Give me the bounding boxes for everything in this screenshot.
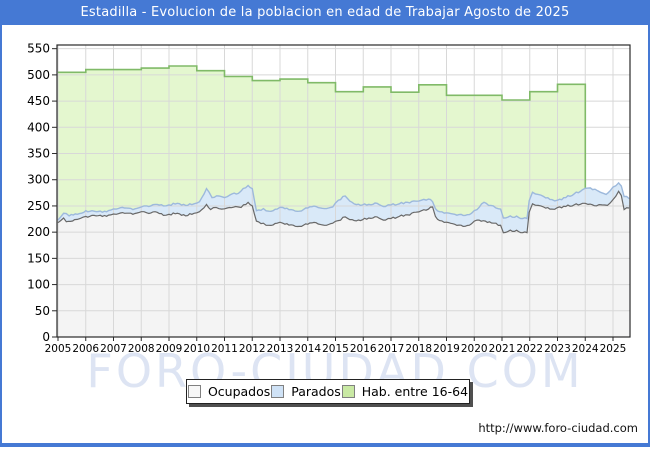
legend-label: Parados xyxy=(291,384,341,399)
svg-text:2017: 2017 xyxy=(378,343,405,355)
y-axis-labels: 0 50 100 150 200 250 300 350 400 450 500 550 xyxy=(27,42,50,344)
gridlines xyxy=(57,45,630,337)
x-axis-labels: 2005 2006 2007 2008 2009 2010 2011 2012 2013 2014… xyxy=(45,343,627,355)
svg-text:2005: 2005 xyxy=(45,343,72,355)
legend-label: Hab. entre 16-64 xyxy=(361,384,469,399)
svg-text:0: 0 xyxy=(42,330,50,344)
axis-ticks xyxy=(52,48,614,341)
title-bar: Estadilla - Evolucion de la poblacion en… xyxy=(0,0,650,25)
series-ocupados-area xyxy=(58,191,630,337)
hab-swatch-icon xyxy=(341,385,355,398)
chart-legend: Ocupados Parados Hab. entre 16-64 xyxy=(186,379,470,404)
legend-label: Ocupados xyxy=(207,384,271,399)
svg-text:550: 550 xyxy=(27,42,50,56)
plot-frame xyxy=(56,44,631,338)
svg-text:2022: 2022 xyxy=(516,343,543,355)
website-link[interactable]: http://www.foro-ciudad.com xyxy=(478,421,638,435)
svg-text:2006: 2006 xyxy=(72,343,99,355)
svg-text:400: 400 xyxy=(27,120,50,134)
svg-text:2013: 2013 xyxy=(267,343,294,355)
svg-text:2021: 2021 xyxy=(489,343,516,355)
svg-text:2012: 2012 xyxy=(239,343,266,355)
svg-text:100: 100 xyxy=(27,278,50,292)
series-hab-line xyxy=(58,65,587,189)
legend-item-hab: Hab. entre 16-64 xyxy=(341,384,469,399)
ocupados-swatch-icon xyxy=(187,385,201,398)
chart-title: Estadilla - Evolucion de la poblacion en… xyxy=(80,5,570,20)
svg-text:2024: 2024 xyxy=(572,343,599,355)
svg-text:2023: 2023 xyxy=(544,343,571,355)
svg-text:2020: 2020 xyxy=(461,343,488,355)
svg-text:2018: 2018 xyxy=(405,343,432,355)
svg-text:2014: 2014 xyxy=(294,343,321,355)
svg-text:2016: 2016 xyxy=(350,343,377,355)
svg-text:2015: 2015 xyxy=(322,343,349,355)
svg-text:2007: 2007 xyxy=(100,343,127,355)
svg-text:2019: 2019 xyxy=(433,343,460,355)
parados-swatch-icon xyxy=(271,385,285,398)
svg-text:500: 500 xyxy=(27,68,50,82)
svg-text:50: 50 xyxy=(35,304,50,318)
svg-text:250: 250 xyxy=(27,199,50,213)
svg-text:200: 200 xyxy=(27,225,50,239)
svg-text:2010: 2010 xyxy=(183,343,210,355)
svg-text:2009: 2009 xyxy=(156,343,183,355)
svg-text:450: 450 xyxy=(27,94,50,108)
series-ocupados-line xyxy=(57,190,630,234)
series-parados-line xyxy=(57,181,630,221)
svg-text:300: 300 xyxy=(27,173,50,187)
svg-text:150: 150 xyxy=(27,251,50,265)
svg-text:2008: 2008 xyxy=(128,343,155,355)
svg-text:2025: 2025 xyxy=(600,343,627,355)
legend-item-parados: Parados xyxy=(271,384,341,399)
legend-item-ocupados: Ocupados xyxy=(187,384,271,399)
svg-text:350: 350 xyxy=(27,147,50,161)
svg-text:2011: 2011 xyxy=(211,343,238,355)
